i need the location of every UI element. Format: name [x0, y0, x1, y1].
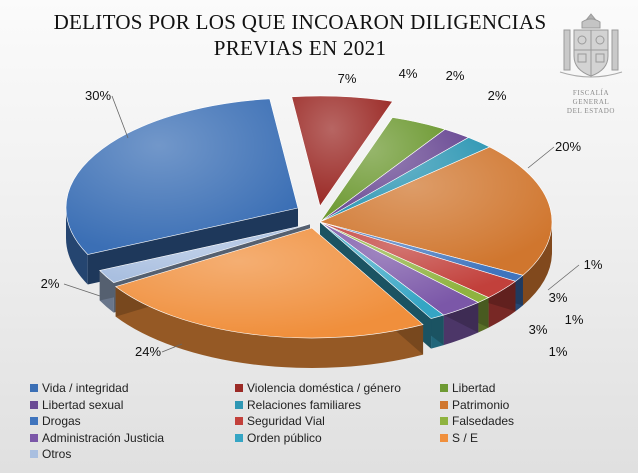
legend-swatch — [440, 384, 448, 392]
legend-item-orden-publico: Orden público — [235, 431, 322, 445]
legend-swatch — [30, 400, 38, 409]
slice-label-s-e: 24% — [135, 344, 161, 359]
legend-label: Orden público — [247, 430, 322, 445]
legend-swatch — [235, 433, 243, 442]
slice-label-patrimonio: 20% — [555, 139, 581, 154]
legend-label: Drogas — [42, 414, 81, 428]
legend-item-libertad: Libertad — [440, 381, 495, 395]
legend-swatch — [30, 417, 38, 425]
chart-title-line-2: PREVIAS EN 2021 — [213, 36, 387, 60]
legend-item-falsedades: Falsedades — [440, 414, 514, 428]
percentage-labels: 7% 4% 2%2%20%1%3%1%3%1%24%2%30% — [41, 66, 603, 359]
slice-highlight-vida-integridad — [65, 98, 298, 255]
legend-item-drogas: Drogas — [30, 414, 81, 428]
slice-highlight-violencia-domestica-genero — [291, 96, 393, 206]
slice-highlight-falsedades — [320, 222, 489, 303]
leader-line-vida-integridad — [111, 95, 129, 139]
slice-label-orden-publico: 1% — [549, 344, 568, 359]
chart-title-line-1: DELITOS POR LOS QUE INCOARON DILIGENCIAS — [53, 10, 547, 34]
legend-label: S / E — [452, 430, 479, 445]
slice-highlight-seguridad-vial — [320, 222, 516, 298]
coat-of-arms-icon — [559, 13, 623, 78]
leader-line-otros — [63, 283, 101, 297]
label-leader-lines — [63, 95, 580, 353]
legend-label: Administración Justicia — [42, 430, 165, 445]
legend-swatch — [235, 384, 243, 392]
legend-item-otros: Otros — [30, 447, 71, 461]
legend-label: Violencia doméstica / género — [247, 381, 401, 395]
legend-swatch — [30, 450, 38, 458]
legend-label: Falsedades — [452, 414, 515, 428]
legend-swatch — [30, 384, 38, 392]
slice-label-falsedades: 1% — [565, 312, 584, 327]
legend-swatch — [440, 433, 448, 442]
legend-item-patrimonio: Patrimonio — [440, 398, 509, 412]
slice-highlight-s-e — [115, 228, 424, 338]
slice-highlight-otros — [99, 224, 310, 283]
leader-line-patrimonio — [527, 146, 555, 169]
slice-label-administracion-justicia: 3% — [529, 322, 548, 337]
legend-label: Otros — [42, 447, 72, 461]
pie-top-faces — [65, 95, 553, 339]
legend-label: Seguridad Vial — [247, 414, 325, 428]
slice-label-libertad-sexual: 2% — [446, 68, 465, 83]
legend-swatch — [30, 433, 38, 442]
legend-label: Libertad sexual — [42, 397, 124, 412]
logo-caption-2: DEL ESTADO — [566, 107, 616, 115]
slice-label-violencia-domestica-genero: 7% — [338, 71, 357, 86]
slice-highlight-libertad — [320, 117, 445, 222]
slice-label-drogas: 1% — [584, 257, 603, 272]
legend-item-seguridad-vial: Seguridad Vial — [235, 414, 325, 428]
legend-label: Vida / integridad — [42, 381, 129, 395]
slice-highlight-drogas — [320, 222, 523, 282]
slice-label-relaciones-familiares: 2% — [488, 88, 507, 103]
slice-highlight-relaciones-familiares — [320, 137, 490, 222]
slice-highlight-orden-publico — [320, 222, 444, 319]
legend-label: Libertad — [452, 381, 496, 395]
legend-item-libertad-sexual: Libertad sexual — [30, 398, 123, 412]
slice-highlight-administracion-justicia — [320, 222, 479, 316]
slice-label-seguridad-vial: 3% — [549, 290, 568, 305]
pie-side-s-e — [115, 286, 424, 368]
legend-label: Patrimonio — [452, 397, 510, 412]
slice-label-vida-integridad: 30% — [85, 88, 111, 103]
legend-swatch — [235, 400, 243, 409]
pie-chart: 7% 4% 2%2%20%1%3%1%3%1%24%2%30% — [41, 66, 603, 368]
legend-item-relaciones-familiares: Relaciones familiares — [235, 398, 361, 412]
slice-highlight-libertad-sexual — [320, 129, 469, 222]
slice-label-otros: 2% — [41, 276, 60, 291]
legend-swatch — [440, 400, 448, 409]
legend-item-violencia-domestica-genero: Violencia doméstica / género — [235, 381, 401, 395]
pie-side-patrimonio — [522, 222, 552, 306]
slice-highlight-patrimonio — [320, 146, 552, 276]
pie-side-vida-integridad — [66, 208, 88, 285]
legend-swatch — [440, 417, 448, 425]
legend-label: Relaciones familiares — [247, 397, 362, 412]
legend-item-administracion-justicia: Administración Justicia — [30, 431, 164, 445]
logo-caption-1: FISCALÍA GENERAL — [572, 89, 610, 106]
fiscalia-logo: FISCALÍA GENERAL DEL ESTADO — [556, 12, 626, 116]
legend-swatch — [235, 417, 243, 425]
legend-item-vida-integridad: Vida / integridad — [30, 381, 129, 395]
legend-item-s-e: S / E — [440, 431, 478, 445]
slice-label-libertad: 4% — [399, 66, 418, 81]
leader-line-drogas — [547, 264, 580, 291]
leader-line-s-e — [161, 343, 183, 353]
